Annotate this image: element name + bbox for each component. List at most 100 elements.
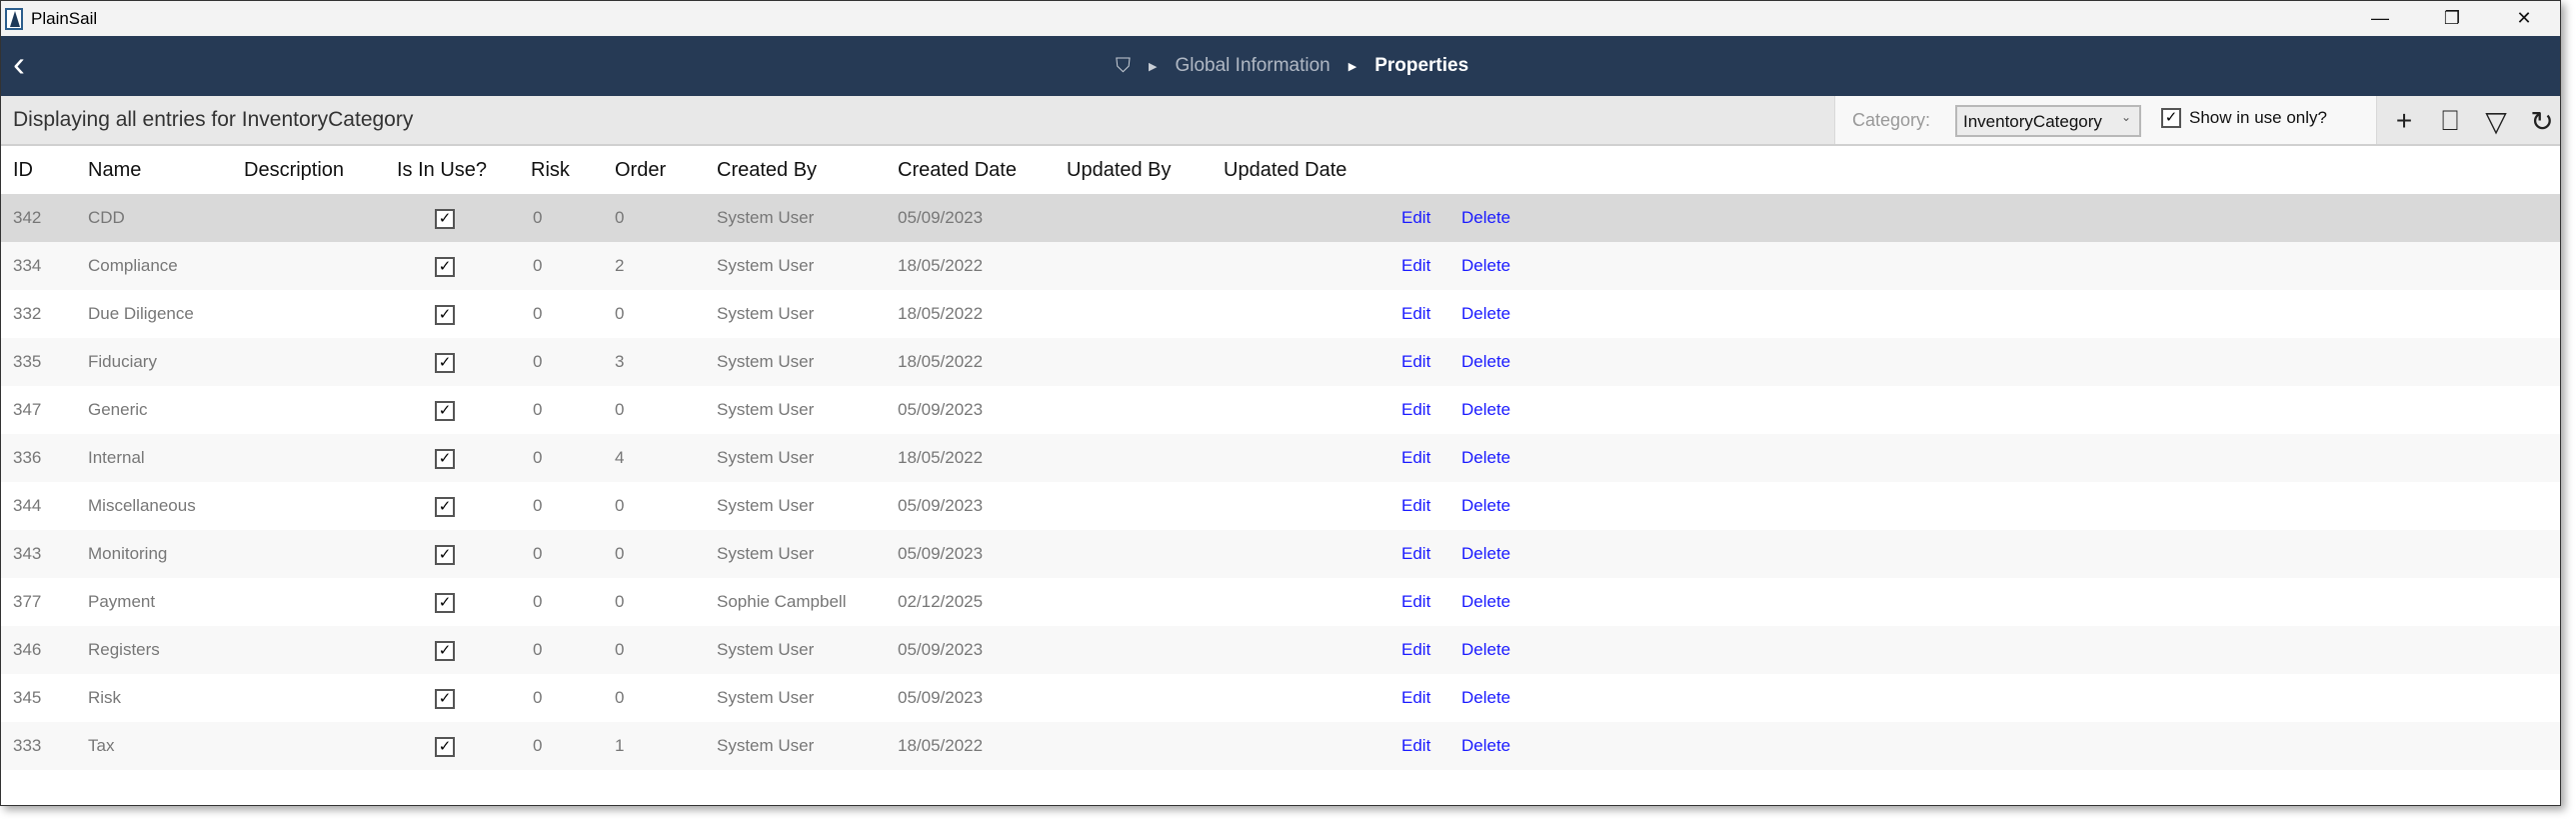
- column-header-in-use[interactable]: Is In Use?: [397, 158, 488, 181]
- cell-created-date: 18/05/2022: [898, 352, 984, 371]
- checkbox-checked-icon: ✓: [435, 592, 455, 613]
- checkbox-checked-icon: ✓: [435, 400, 455, 421]
- delete-link[interactable]: Delete: [1461, 640, 1511, 659]
- cell-id: 344: [13, 496, 42, 515]
- table-row[interactable]: 335 Fiduciary ✓ 0 3 System User 18/05/2022 Edit…: [1, 338, 2560, 386]
- add-document-icon[interactable]: ⎕: [2441, 104, 2459, 136]
- delete-link[interactable]: Delete: [1461, 736, 1511, 755]
- edit-link[interactable]: Edit: [1401, 352, 1431, 371]
- edit-link[interactable]: Edit: [1401, 208, 1431, 227]
- table-row[interactable]: 343 Monitoring ✓ 0 0 System User 05/09/2023 Edi…: [1, 530, 2560, 578]
- column-header-order[interactable]: Order: [615, 158, 667, 181]
- minimize-button[interactable]: —: [2371, 8, 2389, 28]
- cell-created-by: System User: [717, 208, 815, 227]
- cell-created-by: System User: [717, 496, 815, 515]
- cell-order: 0: [615, 400, 625, 419]
- table-row[interactable]: 345 Risk ✓ 0 0 System User 05/09/2023 Edit Delet…: [1, 674, 2560, 722]
- refresh-icon[interactable]: ↻: [2530, 105, 2554, 137]
- column-header-risk[interactable]: Risk: [531, 158, 570, 181]
- column-header-updated-date[interactable]: Updated Date: [1224, 158, 1347, 181]
- cell-created-by: System User: [717, 256, 815, 275]
- cell-created-date: 18/05/2022: [898, 256, 984, 275]
- cell-risk: 0: [533, 208, 543, 227]
- cell-updated-by: [1067, 578, 1224, 626]
- cell-description: [244, 290, 397, 338]
- table-row[interactable]: 347 Generic ✓ 0 0 System User 05/09/2023 Edit De…: [1, 386, 2560, 434]
- cell-id: 335: [13, 352, 42, 371]
- delete-link[interactable]: Delete: [1461, 256, 1511, 275]
- edit-link[interactable]: Edit: [1401, 400, 1431, 419]
- cell-created-by: System User: [717, 448, 815, 467]
- table-row[interactable]: 377 Payment ✓ 0 0 Sophie Campbell 02/12/2025 Ed…: [1, 578, 2560, 626]
- column-header-created-date[interactable]: Created Date: [898, 158, 1017, 181]
- edit-link[interactable]: Edit: [1401, 688, 1431, 707]
- edit-link[interactable]: Edit: [1401, 592, 1431, 611]
- home-shield-icon[interactable]: ⛉: [1116, 54, 1131, 77]
- in-use-cell: ✓: [397, 290, 531, 338]
- delete-link[interactable]: Delete: [1461, 688, 1511, 707]
- table-row[interactable]: 333 Tax ✓ 0 1 System User 18/05/2022 Edit Delete: [1, 722, 2560, 770]
- category-select[interactable]: InventoryCategory ⌄: [1955, 105, 2141, 137]
- edit-link[interactable]: Edit: [1401, 304, 1431, 323]
- cell-created-by: System User: [717, 304, 815, 323]
- cell-updated-by: [1067, 722, 1224, 770]
- edit-link[interactable]: Edit: [1401, 640, 1431, 659]
- cell-updated-by: [1067, 242, 1224, 290]
- cell-updated-by: [1067, 386, 1224, 434]
- cell-created-date: 05/09/2023: [898, 640, 984, 659]
- column-header-description[interactable]: Description: [244, 158, 345, 181]
- column-header-created-by[interactable]: Created By: [717, 158, 818, 181]
- close-button[interactable]: ✕: [2516, 8, 2532, 28]
- column-header-id[interactable]: ID: [13, 158, 33, 181]
- cell-description: [244, 242, 397, 290]
- back-arrow-icon[interactable]: ‹: [13, 43, 25, 84]
- delete-link[interactable]: Delete: [1461, 592, 1511, 611]
- delete-link[interactable]: Delete: [1461, 352, 1511, 371]
- delete-link[interactable]: Delete: [1461, 448, 1511, 467]
- edit-link[interactable]: Edit: [1401, 256, 1431, 275]
- cell-order: 1: [615, 736, 625, 755]
- in-use-cell: ✓: [397, 530, 531, 578]
- delete-link[interactable]: Delete: [1461, 496, 1511, 515]
- table-row[interactable]: 344 Miscellaneous ✓ 0 0 System User 05/09/2023…: [1, 482, 2560, 530]
- nav-bar: ‹ ⛉ ▶ Global Information ▶ Properties: [1, 36, 2560, 96]
- cell-created-date: 18/05/2022: [898, 304, 984, 323]
- checkbox-checked-icon: ✓: [435, 688, 455, 709]
- cell-updated-date: [1224, 434, 1401, 482]
- cell-updated-date: [1224, 338, 1401, 386]
- delete-link[interactable]: Delete: [1461, 208, 1511, 227]
- delete-link[interactable]: Delete: [1461, 304, 1511, 323]
- checkbox-checked-icon[interactable]: ✓: [2161, 108, 2181, 128]
- cell-id: 342: [13, 208, 42, 227]
- in-use-cell: ✓: [397, 386, 531, 434]
- checkbox-checked-icon: ✓: [435, 256, 455, 277]
- cell-risk: 0: [533, 688, 543, 707]
- restore-button[interactable]: ❐: [2443, 8, 2461, 28]
- checkbox-checked-icon: ✓: [435, 304, 455, 325]
- delete-link[interactable]: Delete: [1461, 400, 1511, 419]
- column-header-name[interactable]: Name: [88, 158, 142, 181]
- table-row[interactable]: 346 Registers ✓ 0 0 System User 05/09/2023 Edit…: [1, 626, 2560, 674]
- in-use-cell: ✓: [397, 242, 531, 290]
- show-in-use-checkbox[interactable]: ✓ Show in use only?: [2161, 108, 2327, 128]
- delete-link[interactable]: Delete: [1461, 544, 1511, 563]
- edit-link[interactable]: Edit: [1401, 496, 1431, 515]
- cell-updated-by: [1067, 194, 1224, 242]
- add-icon[interactable]: +: [2395, 105, 2413, 136]
- edit-link[interactable]: Edit: [1401, 448, 1431, 467]
- cell-order: 4: [615, 448, 625, 467]
- edit-link[interactable]: Edit: [1401, 544, 1431, 563]
- table-row[interactable]: 342 CDD ✓ 0 0 System User 05/09/2023 Edit Delete: [1, 194, 2560, 242]
- cell-name: CDD: [88, 208, 125, 227]
- cell-risk: 0: [533, 400, 543, 419]
- breadcrumb-global-information[interactable]: Global Information: [1175, 55, 1330, 76]
- table-row[interactable]: 332 Due Diligence ✓ 0 0 System User 18/05/2022…: [1, 290, 2560, 338]
- edit-link[interactable]: Edit: [1401, 736, 1431, 755]
- filter-icon[interactable]: ▽: [2485, 105, 2507, 137]
- cell-updated-date: [1224, 386, 1401, 434]
- table-row[interactable]: 334 Compliance ✓ 0 2 System User 18/05/2022 Edi…: [1, 242, 2560, 290]
- column-header-updated-by[interactable]: Updated By: [1067, 158, 1172, 181]
- cell-name: Tax: [88, 736, 115, 755]
- table-row[interactable]: 336 Internal ✓ 0 4 System User 18/05/2022 Edit D…: [1, 434, 2560, 482]
- cell-order: 0: [615, 304, 625, 323]
